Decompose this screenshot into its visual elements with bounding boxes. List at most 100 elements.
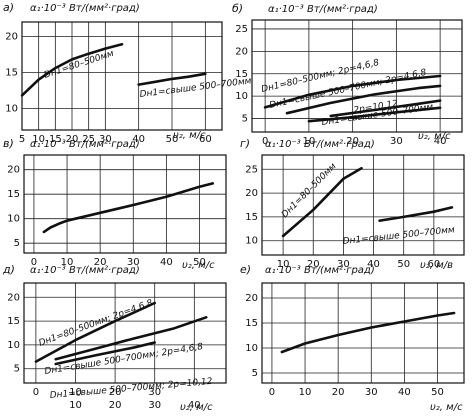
- panel-a-panel-label: а): [3, 1, 14, 14]
- panel-d-ytick-label: 5: [14, 364, 20, 375]
- panel-e-frame: [261, 282, 465, 384]
- panel-v-panel-label: в): [3, 137, 14, 150]
- panel-v-xlabel: υ₂, м/с: [182, 260, 215, 271]
- panel-e-ylabel: α₁·10⁻³ Вт/(мм²·град): [265, 265, 375, 276]
- panel-e-xtick-label: 50: [431, 387, 444, 398]
- panel-d-ytick-label: 10: [7, 340, 20, 351]
- panel-a-ytick-label: 20: [5, 31, 18, 42]
- panel-d-series-label-2: Dн1=свыше 500–700мм; 2p=4,6,8: [44, 342, 204, 377]
- panel-b-ytick-label: 10: [235, 91, 248, 102]
- panel-a-ylabel: α₁·10⁻³ Вт/(мм²·град): [30, 3, 140, 14]
- panel-v-frame: [23, 154, 227, 254]
- panel-a-series-line-1: [20, 42, 124, 97]
- panel-a-frame: [21, 21, 223, 131]
- panel-b-frame: [251, 19, 463, 133]
- panel-a-xtick-label: 40: [132, 134, 145, 145]
- panel-v-xtick-label: 0: [31, 257, 37, 268]
- panel-g-panel-label: г): [240, 137, 250, 150]
- panel-b-series-line-1: [263, 74, 442, 109]
- panel-d-xtick-label: 0: [33, 387, 39, 398]
- panel-g-xtick-label: 20: [307, 259, 320, 270]
- panel-v-xtick-label: 10: [61, 257, 74, 268]
- panel-v-xtick-label: 30: [127, 257, 140, 268]
- panel-e-xtick-label: 20: [332, 387, 345, 398]
- panel-d-series-label-1: Dн1=80–500мм; 2p=4,6,8: [38, 298, 155, 349]
- panel-a-ytick-label: 15: [5, 67, 18, 78]
- panel-b-ytick-label: 20: [235, 46, 248, 57]
- panel-a-xlabel: υ₂, м/с: [173, 130, 206, 141]
- panel-e-xtick-label: 30: [365, 387, 378, 398]
- panel-e-ytick-label: 5: [252, 368, 258, 379]
- panel-g-xtick-label: 30: [337, 259, 350, 270]
- panel-d-ytick-label: 15: [7, 316, 20, 327]
- panel-e-ytick-label: 15: [245, 318, 258, 329]
- panel-g-frame: [261, 154, 465, 256]
- panel-d-xlabel: υ₂, м/с: [180, 402, 213, 413]
- panel-d-series-line-3: [54, 341, 156, 366]
- panel-g-ytick-label: 10: [245, 236, 258, 247]
- panel-b-series-line-2: [285, 84, 442, 115]
- panel-v-xtick-label: 20: [94, 257, 107, 268]
- panel-e-xtick-label: 40: [398, 387, 411, 398]
- panel-v-ytick-label: 15: [7, 189, 20, 200]
- panel-g-series-line-1: [281, 167, 363, 238]
- panel-a-xtick-label: 25: [82, 134, 95, 145]
- panel-b-panel-label: б): [232, 2, 243, 15]
- panel-d-xtick-label: 10: [69, 387, 82, 398]
- panel-e-ytick-label: 20: [245, 293, 258, 304]
- panel-d-xtick-label: 30: [148, 387, 161, 398]
- panel-v-ylabel: α₁·10⁻³ Вт/(мм²·град): [30, 139, 140, 150]
- panel-e-series-line-1: [280, 311, 456, 354]
- panel-b-xtick-label: 20: [346, 136, 359, 147]
- panel-a-series-label-1: Dн1=80–500мм: [43, 49, 116, 81]
- panel-v-series-line-1: [42, 182, 215, 234]
- panel-a-xtick-label: 15: [49, 134, 62, 145]
- panel-e-xtick-label: 10: [299, 387, 312, 398]
- panel-b-xtick-label: 30: [390, 136, 403, 147]
- panel-a-series-line-2: [137, 72, 207, 86]
- panel-d-panel-label: д): [2, 263, 15, 276]
- panel-a-xtick-label: 20: [66, 134, 79, 145]
- panel-v-ytick-label: 5: [14, 238, 20, 249]
- panel-b-xtick-label: 10: [303, 136, 316, 147]
- panel-b-ytick-label: 25: [235, 24, 248, 35]
- panel-d-ytick-label: 20: [7, 292, 20, 303]
- panel-g-xtick-label: 40: [367, 259, 380, 270]
- panel-v-ytick-label: 10: [7, 214, 20, 225]
- panel-d-xtick-label: 20: [109, 387, 122, 398]
- panel-d-xtick-label: 10: [69, 400, 82, 411]
- panel-d-xtick-label: 30: [148, 400, 161, 411]
- panel-a-xtick-label: 50: [166, 134, 179, 145]
- panel-g-xlabel: υ₂, м/в: [420, 260, 453, 271]
- panel-a-xtick-label: 5: [19, 134, 25, 145]
- panel-e-xlabel: υ₂, м/с: [430, 402, 463, 413]
- panel-d-ylabel: α₁·10⁻³ Вт/(мм²·град): [30, 265, 140, 276]
- panel-g-series-label-1: Dн1=80–500мм: [280, 161, 339, 220]
- panel-b-ylabel: α₁·10⁻³ Вт/(мм²·град): [268, 4, 378, 15]
- panel-e-xtick-label: 0: [269, 387, 275, 398]
- panel-b-xtick-label: 0: [262, 136, 268, 147]
- panel-g-xtick-label: 50: [397, 259, 410, 270]
- panel-e-panel-label: е): [240, 263, 251, 276]
- panel-a-xtick-label: 60: [199, 134, 212, 145]
- panel-g-ytick-label: 20: [245, 188, 258, 199]
- panel-d-xtick-label: 20: [109, 400, 122, 411]
- panel-b-xlabel: υ₂, м/с: [418, 131, 451, 142]
- panel-b-series-line-3: [329, 99, 442, 118]
- panel-b-series-line-4: [307, 106, 442, 123]
- panel-g-ytick-label: 15: [245, 212, 258, 223]
- panel-g-xtick-label: 10: [277, 259, 290, 270]
- panel-v-ytick-label: 20: [7, 165, 20, 176]
- panel-d-series-line-1: [34, 301, 156, 363]
- panel-a-xtick-label: 30: [99, 134, 112, 145]
- panel-a-xtick-label: 10: [32, 134, 45, 145]
- panel-d-frame: [23, 282, 227, 384]
- panel-e-ytick-label: 10: [245, 343, 258, 354]
- panel-g-series-line-2: [378, 206, 454, 222]
- panel-d-xtick-label: 40: [188, 400, 201, 411]
- panel-b-ytick-label: 5: [242, 114, 248, 125]
- panel-b-ytick-label: 15: [235, 69, 248, 80]
- panel-d-series-line-2: [54, 315, 208, 361]
- panel-d-series-label-3: Dн1=свыше 500–700мм; 2p=10,12: [49, 377, 213, 401]
